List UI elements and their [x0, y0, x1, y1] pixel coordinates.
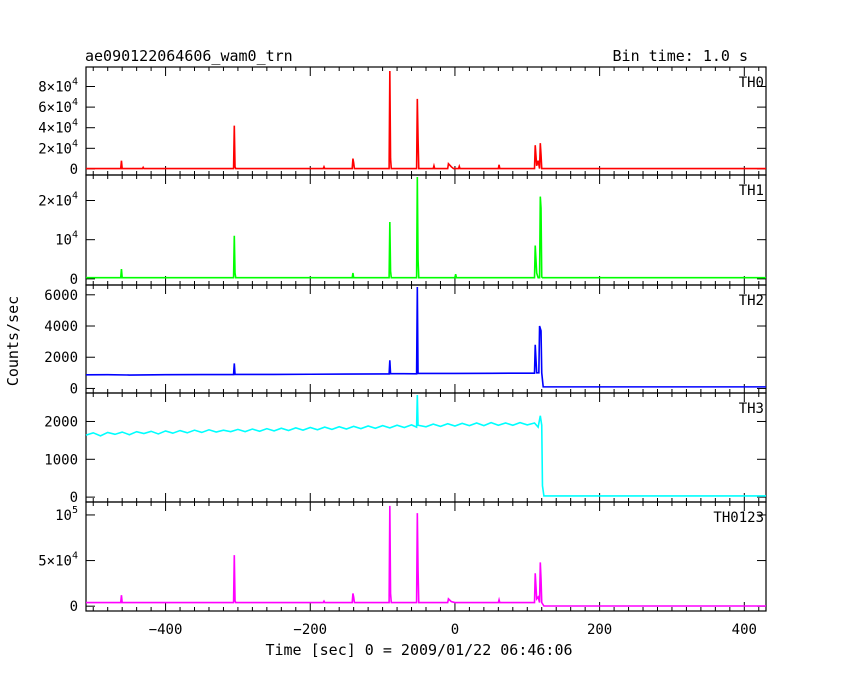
panel-label-th0: TH0 — [739, 75, 764, 91]
panel-th1: 0 104 2×104 TH1 — [38, 174, 767, 288]
x-tick-label: −400 — [149, 622, 183, 638]
y-tick-label: 2000 — [44, 414, 78, 430]
y-tick-label: 4000 — [44, 319, 78, 335]
panel-frame — [85, 66, 767, 176]
y-tick-label: 0 — [70, 381, 78, 397]
y-tick-exponent: 4 — [72, 97, 78, 108]
y-tick-exponent: 5 — [72, 505, 78, 516]
y-tick-label: 0 — [70, 272, 78, 288]
panel-frame — [85, 392, 767, 503]
panel-frame — [85, 501, 767, 612]
panel-label-th2: TH2 — [739, 293, 764, 309]
series-th1 — [86, 176, 766, 279]
y-tick-exponent: 4 — [72, 77, 78, 88]
bin-time-label: Bin time: 1.0 s — [613, 47, 748, 65]
y-tick-label: 8×104 — [38, 77, 78, 96]
y-tick-label: 5×104 — [38, 551, 78, 570]
series-th0123 — [86, 505, 766, 607]
y-tick-exponent: 4 — [72, 191, 78, 202]
series-th0 — [86, 71, 766, 170]
y-tick-label: 105 — [55, 505, 78, 524]
x-tick-label: 400 — [732, 622, 757, 638]
y-tick-exponent: 4 — [72, 118, 78, 129]
y-tick-label: 0 — [70, 490, 78, 506]
x-tick-label: 0 — [451, 622, 459, 638]
series-th3 — [85, 394, 766, 497]
y-tick-label: 0 — [70, 599, 78, 615]
panel-label-th3: TH3 — [739, 401, 764, 417]
y-tick-label: 104 — [55, 230, 78, 249]
y-tick-label: 1000 — [44, 452, 78, 468]
y-tick-label: 4×104 — [38, 118, 78, 137]
x-tick-label: 200 — [587, 622, 612, 638]
panel-frame — [85, 284, 767, 394]
y-axis-title: Counts/sec — [4, 296, 22, 386]
y-tick-exponent: 4 — [72, 230, 78, 241]
y-tick-label: 2×104 — [38, 191, 78, 210]
y-tick-label: 6×104 — [38, 97, 78, 116]
panel-label-th1: TH1 — [739, 183, 764, 199]
series-th2 — [85, 286, 766, 388]
panel-th0123: 0 5×104 105 TH0123 — [38, 501, 767, 615]
y-tick-label: 6000 — [44, 288, 78, 304]
x-tick-label: −200 — [293, 622, 327, 638]
y-tick-label: 0 — [70, 162, 78, 178]
y-tick-exponent: 4 — [72, 138, 78, 149]
y-tick-label: 2×104 — [38, 138, 78, 157]
x-axis-title: Time [sec] 0 = 2009/01/22 06:46:06 — [265, 641, 572, 659]
panel-th2: 0 2000 4000 6000 TH2 — [44, 284, 767, 397]
y-tick-label: 2000 — [44, 350, 78, 366]
panel-label-th0123: TH0123 — [713, 510, 764, 526]
y-tick-exponent: 4 — [72, 551, 78, 562]
panel-th3: 0 1000 2000 TH3 — [44, 392, 767, 506]
chart-title: ae090122064606_wam0_trn — [85, 47, 293, 65]
panel-frame — [85, 174, 767, 286]
